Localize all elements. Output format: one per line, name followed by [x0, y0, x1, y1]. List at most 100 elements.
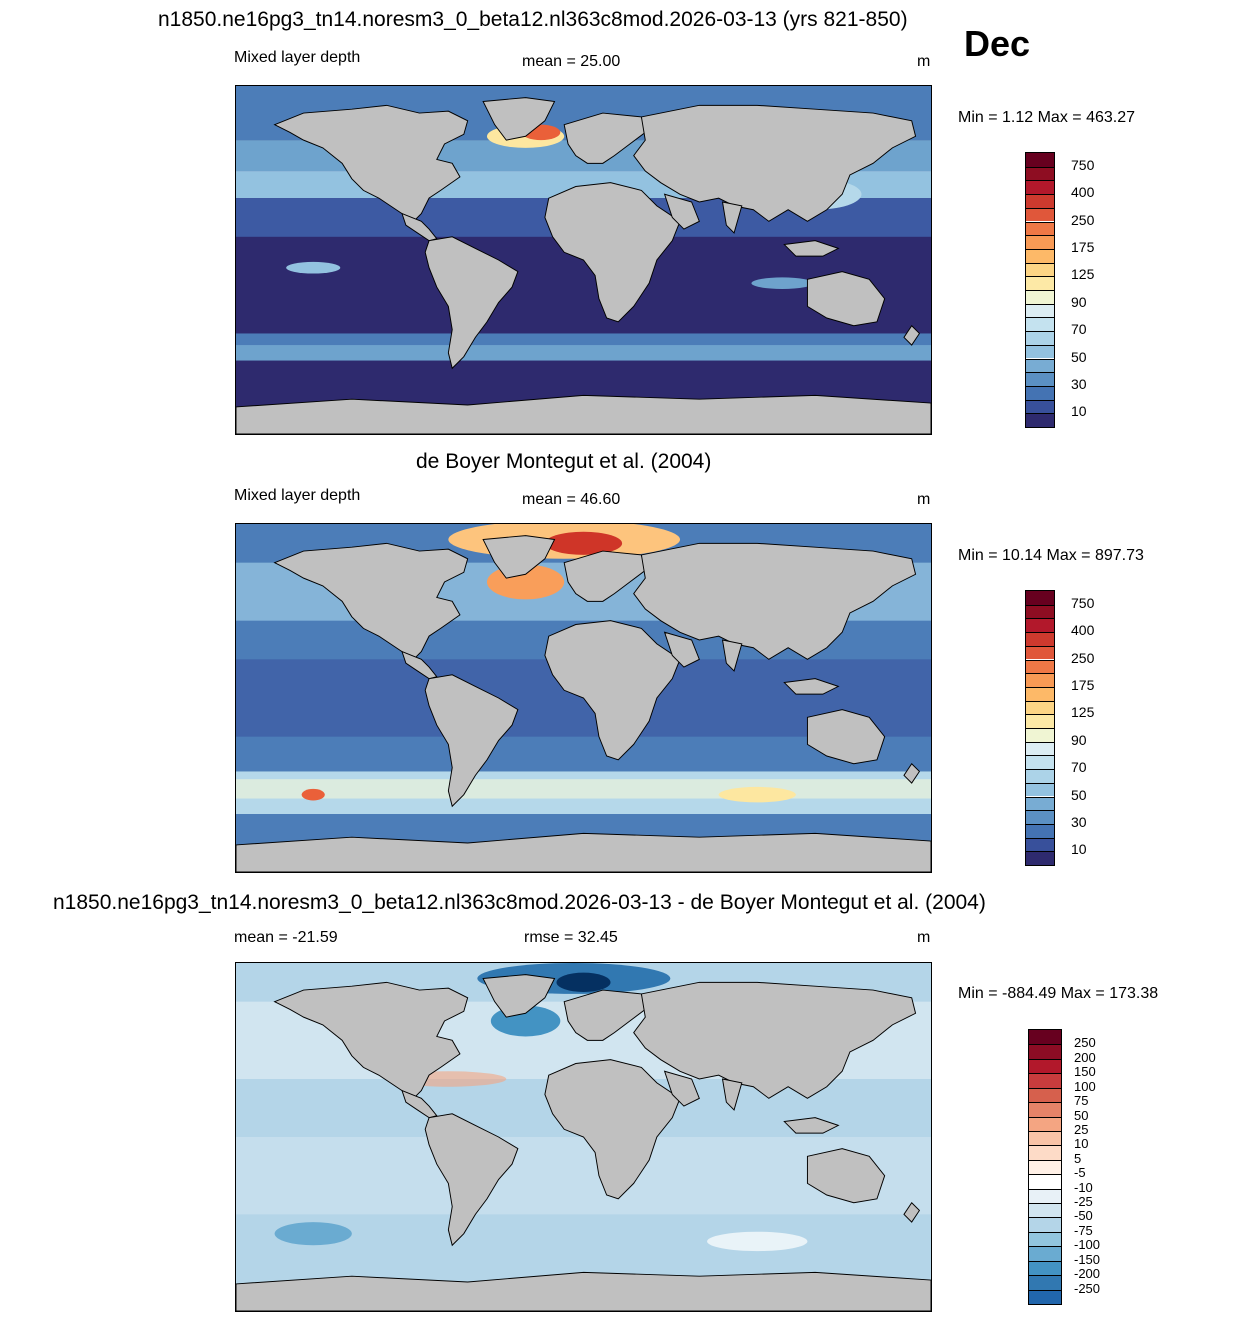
- land-mass: [424, 674, 519, 808]
- land-mass: [482, 974, 556, 1018]
- colorbar-swatch: [1026, 823, 1054, 838]
- colorbar-swatch: [1029, 1058, 1061, 1074]
- colorbar-tick-label: 400: [1071, 622, 1095, 639]
- colorbar-swatch: [1026, 686, 1054, 701]
- ocean-feature: [274, 1222, 352, 1246]
- world-map-continents-icon: [236, 524, 931, 872]
- colorbar-swatch: [1026, 303, 1054, 318]
- colorbar-tick-label: 5: [1074, 1150, 1082, 1166]
- land-mass: [544, 182, 681, 323]
- panel1-mean: mean = 25.00: [522, 53, 621, 70]
- land-mass: [783, 240, 840, 257]
- colorbar-swatch: [1026, 385, 1054, 400]
- colorbar-swatch: [1026, 604, 1054, 619]
- land-mass: [903, 324, 921, 346]
- colorbar-swatch: [1026, 782, 1054, 797]
- colorbar-tick-label: 200: [1074, 1049, 1096, 1065]
- colorbar-swatch: [1029, 1159, 1061, 1175]
- colorbar-tick-label: -5: [1074, 1165, 1086, 1181]
- colorbar-swatch: [1026, 618, 1054, 633]
- colorbar-tick-label: 70: [1071, 759, 1087, 776]
- colorbar-swatch: [1026, 591, 1054, 605]
- colorbar-tick-label: 10: [1071, 841, 1087, 858]
- colorbar-swatch: [1029, 1145, 1061, 1160]
- colorbar-swatch: [1026, 248, 1054, 263]
- world-map-continents-icon: [236, 86, 931, 434]
- colorbar-swatch: [1026, 755, 1054, 770]
- difference-mld-map: [235, 962, 932, 1312]
- colorbar-tick-label: -25: [1074, 1194, 1093, 1210]
- colorbar-tick-label: 25: [1074, 1121, 1089, 1137]
- ocean-feature: [556, 972, 611, 992]
- colorbar-tick-label: 90: [1071, 293, 1087, 310]
- ocean-band: [236, 779, 931, 799]
- land-mass: [563, 112, 646, 164]
- colorbar-swatch: [1026, 673, 1054, 687]
- panel3-mean: mean = -21.59: [234, 929, 338, 946]
- colorbar-tick-label: 150: [1074, 1064, 1096, 1080]
- colorbar-tick-label: 250: [1071, 211, 1095, 228]
- colorbar-swatch: [1029, 1116, 1061, 1131]
- colorbar-tick-label: 750: [1071, 156, 1095, 173]
- colorbar-swatch: [1029, 1087, 1061, 1103]
- land-mass: [236, 832, 931, 872]
- colorbar-tick-label: 750: [1071, 594, 1095, 611]
- colorbar-swatch: [1026, 769, 1054, 783]
- land-mass: [903, 762, 921, 784]
- panel1-variable: Mixed layer depth: [234, 49, 361, 66]
- colorbar-swatch: [1026, 331, 1054, 345]
- colorbar-tick-label: 50: [1071, 348, 1087, 365]
- colorbar-swatch: [1026, 358, 1054, 373]
- land-mass: [273, 542, 469, 660]
- colorbar-swatch: [1026, 166, 1054, 181]
- colorbar-swatch: [1026, 344, 1054, 359]
- land-mass: [806, 709, 886, 765]
- colorbar-swatch: [1026, 399, 1054, 414]
- panel2-title: de Boyer Montegut et al. (2004): [416, 450, 712, 473]
- colorbar-tick-label: -50: [1074, 1208, 1093, 1224]
- colorbar-swatch: [1026, 714, 1054, 728]
- colorbar-swatch: [1026, 317, 1054, 332]
- colorbar-swatch: [1026, 837, 1054, 852]
- colorbar-swatch: [1026, 413, 1054, 427]
- colorbar-tick-label: -75: [1074, 1222, 1093, 1238]
- colorbar-swatch: [1029, 1174, 1061, 1189]
- colorbar-tick-label: 70: [1071, 321, 1087, 338]
- colorbar-tick-label: 50: [1071, 786, 1087, 803]
- colorbar-swatch: [1026, 290, 1054, 304]
- land-mass: [236, 394, 931, 434]
- colorbar-tick-label: 75: [1074, 1093, 1089, 1109]
- colorbar-swatch: [1026, 372, 1054, 386]
- land-mass: [663, 193, 700, 230]
- panel3-title: n1850.ne16pg3_tn14.noresm3_0_beta12.nl36…: [53, 891, 986, 914]
- model-mld-map: [235, 85, 932, 435]
- land-mass: [663, 1070, 700, 1107]
- colorbar-swatch: [1029, 1246, 1061, 1261]
- panel3-minmax: Min = -884.49 Max = 173.38: [958, 985, 1159, 1002]
- ocean-feature: [718, 786, 796, 803]
- panel2-minmax: Min = 10.14 Max = 897.73: [958, 547, 1144, 564]
- colorbar-swatch: [1026, 221, 1054, 236]
- colorbar-swatch: [1029, 1188, 1061, 1204]
- land-mass: [903, 1201, 921, 1223]
- colorbar-tick-label: 30: [1071, 375, 1087, 392]
- land-mass: [236, 1271, 931, 1311]
- land-mass: [721, 201, 743, 234]
- ocean-feature: [286, 261, 341, 274]
- colorbar-swatch: [1026, 235, 1054, 249]
- colorbar-swatch: [1026, 276, 1054, 290]
- colorbar-swatch: [1029, 1044, 1061, 1059]
- panel2-colorbar: [1025, 590, 1055, 866]
- land-mass: [783, 678, 840, 695]
- land-mass: [273, 981, 469, 1099]
- land-mass: [806, 1148, 886, 1204]
- land-mass: [633, 981, 917, 1099]
- colorbar-swatch: [1026, 851, 1054, 865]
- land-mass: [806, 271, 886, 327]
- colorbar-swatch: [1029, 1130, 1061, 1146]
- colorbar-swatch: [1026, 194, 1054, 208]
- world-map-continents-icon: [236, 963, 931, 1311]
- panel3-colorbar: [1028, 1029, 1062, 1305]
- colorbar-swatch: [1029, 1102, 1061, 1117]
- colorbar-tick-label: 125: [1071, 266, 1095, 283]
